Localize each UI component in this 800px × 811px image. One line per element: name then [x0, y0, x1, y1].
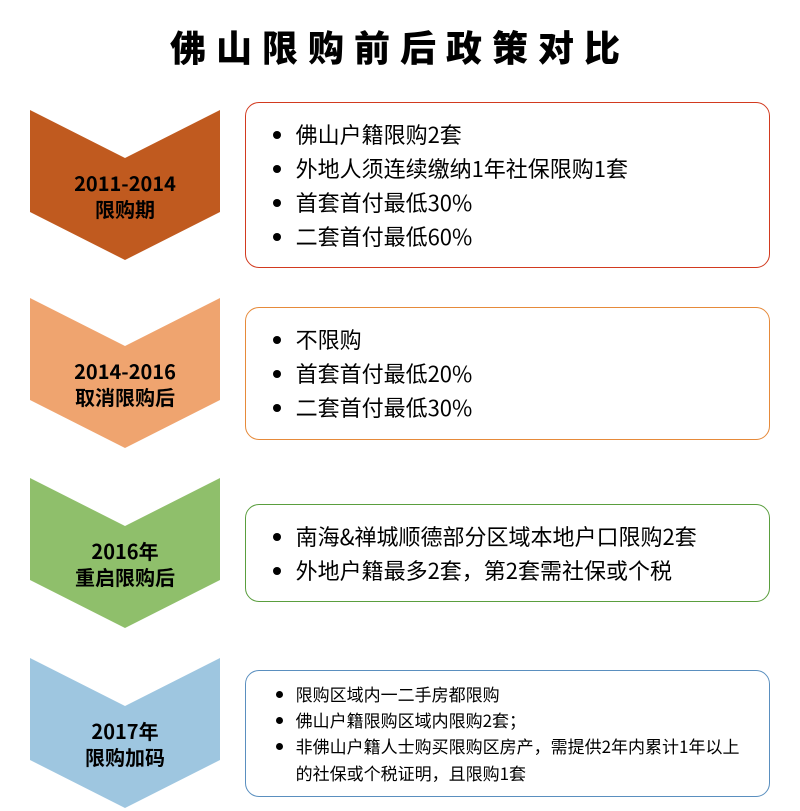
period-row: 2016年 重启限购后 南海&禅城顺德部分区域本地户口限购2套 外地户籍最多2套… — [30, 478, 770, 628]
policy-box: 南海&禅城顺德部分区域本地户口限购2套 外地户籍最多2套，第2套需社保或个税 — [245, 504, 770, 602]
chevron-wrap: 2014-2016 取消限购后 — [30, 298, 220, 448]
policy-item: 佛山户籍限购区域内限购2套； — [296, 707, 749, 733]
policy-item: 二套首付最低30% — [296, 390, 747, 424]
chevron-label: 2017年 限购加码 — [30, 658, 220, 808]
chevron-wrap: 2011-2014 限购期 — [30, 110, 220, 260]
policy-box: 不限购 首套首付最低20% 二套首付最低30% — [245, 307, 770, 439]
policy-list: 南海&禅城顺德部分区域本地户口限购2套 外地户籍最多2套，第2套需社保或个税 — [286, 519, 747, 587]
policy-item: 不限购 — [296, 322, 747, 356]
period-name: 取消限购后 — [75, 384, 175, 410]
chevron-wrap: 2017年 限购加码 — [30, 658, 220, 808]
period-name: 限购期 — [95, 196, 155, 222]
policy-item: 南海&禅城顺德部分区域本地户口限购2套 — [296, 519, 747, 553]
period-year: 2011-2014 — [74, 170, 176, 196]
policy-item: 佛山户籍限购2套 — [296, 117, 747, 151]
period-year: 2017年 — [91, 718, 158, 744]
chevron-label: 2011-2014 限购期 — [30, 110, 220, 260]
policy-item: 首套首付最低30% — [296, 185, 747, 219]
policy-item: 首套首付最低20% — [296, 356, 747, 390]
policy-box: 限购区域内一二手房都限购 佛山户籍限购区域内限购2套； 非佛山户籍人士购买限购区… — [245, 670, 770, 797]
policy-item: 非佛山户籍人士购买限购区房产，需提供2年内累计1年以上的社保或个税证明，且限购1… — [296, 733, 749, 786]
period-year: 2016年 — [91, 538, 158, 564]
period-row: 2011-2014 限购期 佛山户籍限购2套 外地人须连续缴纳1年社保限购1套 … — [30, 102, 770, 268]
policy-list: 佛山户籍限购2套 外地人须连续缴纳1年社保限购1套 首套首付最低30% 二套首付… — [286, 117, 747, 253]
chevron-label: 2016年 重启限购后 — [30, 478, 220, 628]
policy-list: 不限购 首套首付最低20% 二套首付最低30% — [286, 322, 747, 424]
chevron-down-icon: 2017年 限购加码 — [30, 658, 220, 808]
policy-item: 外地户籍最多2套，第2套需社保或个税 — [296, 553, 747, 587]
period-name: 限购加码 — [85, 744, 165, 770]
period-year: 2014-2016 — [74, 358, 176, 384]
chevron-wrap: 2016年 重启限购后 — [30, 478, 220, 628]
policy-list: 限购区域内一二手房都限购 佛山户籍限购区域内限购2套； 非佛山户籍人士购买限购区… — [286, 681, 749, 786]
page-title: 佛山限购前后政策对比 — [30, 20, 770, 72]
period-row: 2014-2016 取消限购后 不限购 首套首付最低20% 二套首付最低30% — [30, 298, 770, 448]
chevron-label: 2014-2016 取消限购后 — [30, 298, 220, 448]
period-name: 重启限购后 — [75, 564, 175, 590]
policy-box: 佛山户籍限购2套 外地人须连续缴纳1年社保限购1套 首套首付最低30% 二套首付… — [245, 102, 770, 268]
policy-item: 二套首付最低60% — [296, 219, 747, 253]
chevron-down-icon: 2014-2016 取消限购后 — [30, 298, 220, 448]
chevron-down-icon: 2016年 重启限购后 — [30, 478, 220, 628]
policy-item: 限购区域内一二手房都限购 — [296, 681, 749, 707]
period-row: 2017年 限购加码 限购区域内一二手房都限购 佛山户籍限购区域内限购2套； 非… — [30, 658, 770, 808]
policy-item: 外地人须连续缴纳1年社保限购1套 — [296, 151, 747, 185]
period-rows: 2011-2014 限购期 佛山户籍限购2套 外地人须连续缴纳1年社保限购1套 … — [30, 102, 770, 808]
chevron-down-icon: 2011-2014 限购期 — [30, 110, 220, 260]
